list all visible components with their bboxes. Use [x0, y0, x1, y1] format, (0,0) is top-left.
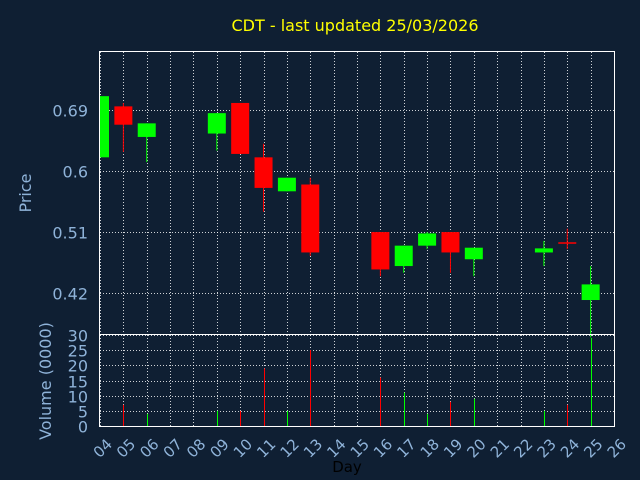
candle-06 [137, 123, 156, 163]
chart-title: CDT - last updated 25/03/2026 [232, 16, 479, 35]
price-axis-label: Price [16, 173, 35, 212]
candle-12 [277, 177, 296, 192]
candle-23 [534, 240, 553, 267]
candle-body [371, 232, 390, 270]
volume-plot-frame [99, 334, 615, 427]
candle-body [301, 184, 320, 253]
candle-body [394, 245, 413, 267]
volume-tick-label: 20 [68, 357, 88, 376]
candle-body [418, 233, 437, 246]
candle-16 [371, 232, 390, 277]
candle-body [581, 284, 600, 301]
candle-05 [114, 102, 133, 152]
volume-tick-label: 0 [78, 418, 88, 437]
volume-tick-label: 5 [78, 403, 88, 422]
price-tick-label: 0.42 [52, 285, 88, 304]
candle-24 [558, 228, 577, 250]
candle-11 [254, 143, 273, 212]
volume-tick-label: 10 [68, 388, 88, 407]
price-tick-label: 0.69 [52, 102, 88, 121]
price-panel: 0.42 0.51 0.6 0.69 Price [16, 51, 615, 338]
volume-tick-label: 30 [68, 327, 88, 346]
price-tick-label: 0.6 [63, 163, 88, 182]
candle-18 [418, 232, 437, 250]
candle-body [558, 242, 577, 244]
candle-body [534, 248, 553, 253]
candle-09 [207, 113, 226, 151]
candle-04 [99, 96, 109, 158]
candle-body [464, 247, 483, 260]
volume-axis-label: Volume (0000) [36, 322, 55, 440]
candle-body [441, 232, 460, 253]
candle-body [207, 113, 226, 134]
volume-bars [123, 338, 592, 426]
candle-body [231, 102, 250, 154]
candle-20 [464, 247, 483, 277]
candle-body [254, 157, 273, 188]
candle-body [100, 96, 109, 158]
candle-19 [441, 232, 460, 273]
candle-25 [581, 266, 600, 338]
candle-10 [231, 102, 250, 154]
candle-17 [394, 245, 413, 273]
candle-body [277, 177, 296, 192]
candles [99, 96, 600, 338]
price-tick-label: 0.51 [52, 224, 88, 243]
candle-13 [301, 177, 320, 256]
volume-tick-label: 25 [68, 342, 88, 361]
price-y-tick-labels: 0.42 0.51 0.6 0.69 [52, 102, 88, 304]
candle-body [114, 106, 133, 125]
volume-tick-label: 15 [68, 373, 88, 392]
candle-body [137, 123, 156, 137]
x-axis-label: Day [332, 458, 362, 476]
